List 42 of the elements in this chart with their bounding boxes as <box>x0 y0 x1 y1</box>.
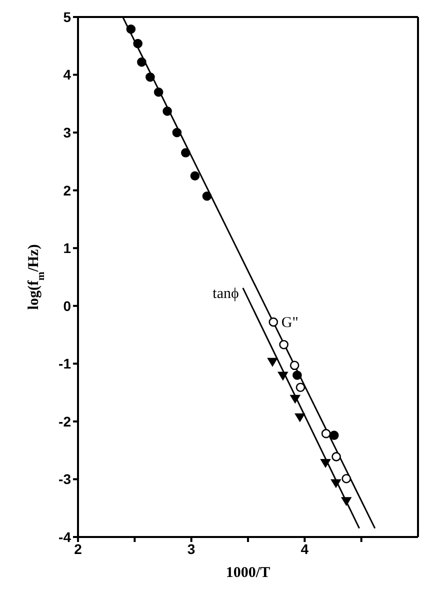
point <box>162 106 172 116</box>
point <box>296 382 306 392</box>
point <box>190 171 200 181</box>
point <box>321 428 331 438</box>
x-tick-label: 3 <box>187 540 196 557</box>
point <box>294 413 305 422</box>
point <box>278 372 288 380</box>
point <box>154 87 164 97</box>
y-tick-label: -4 <box>58 528 72 545</box>
point <box>329 430 339 440</box>
y-tick-label: 3 <box>63 124 72 141</box>
point <box>292 370 302 380</box>
point <box>267 358 278 366</box>
point <box>320 458 331 468</box>
y-tick-label: -3 <box>58 471 72 488</box>
x-tick-label: 2 <box>74 540 82 557</box>
annotation: G" <box>281 315 298 332</box>
point <box>332 452 341 462</box>
y-tick-label: -2 <box>58 413 72 430</box>
x-tick-label: 4 <box>300 540 309 557</box>
point <box>342 474 352 484</box>
x-axis-title: 1000/T <box>226 565 270 581</box>
point <box>279 340 288 350</box>
y-tick-label: -1 <box>58 356 72 372</box>
point <box>146 72 155 82</box>
point <box>268 317 278 327</box>
y-tick-label: 1 <box>63 240 72 256</box>
y-tick-label: 4 <box>63 66 72 83</box>
point <box>290 394 300 404</box>
y-tick-label: 2 <box>63 182 72 198</box>
annotation: tanϕ <box>212 286 239 302</box>
point <box>172 128 182 138</box>
point <box>202 191 212 201</box>
y-tick-label: 0 <box>63 298 72 314</box>
point <box>126 24 136 34</box>
point <box>330 479 341 488</box>
point <box>181 148 190 158</box>
y-tick-label: 5 <box>63 8 72 25</box>
point <box>137 57 146 67</box>
point <box>133 38 142 48</box>
point <box>290 360 300 370</box>
point <box>341 497 352 506</box>
